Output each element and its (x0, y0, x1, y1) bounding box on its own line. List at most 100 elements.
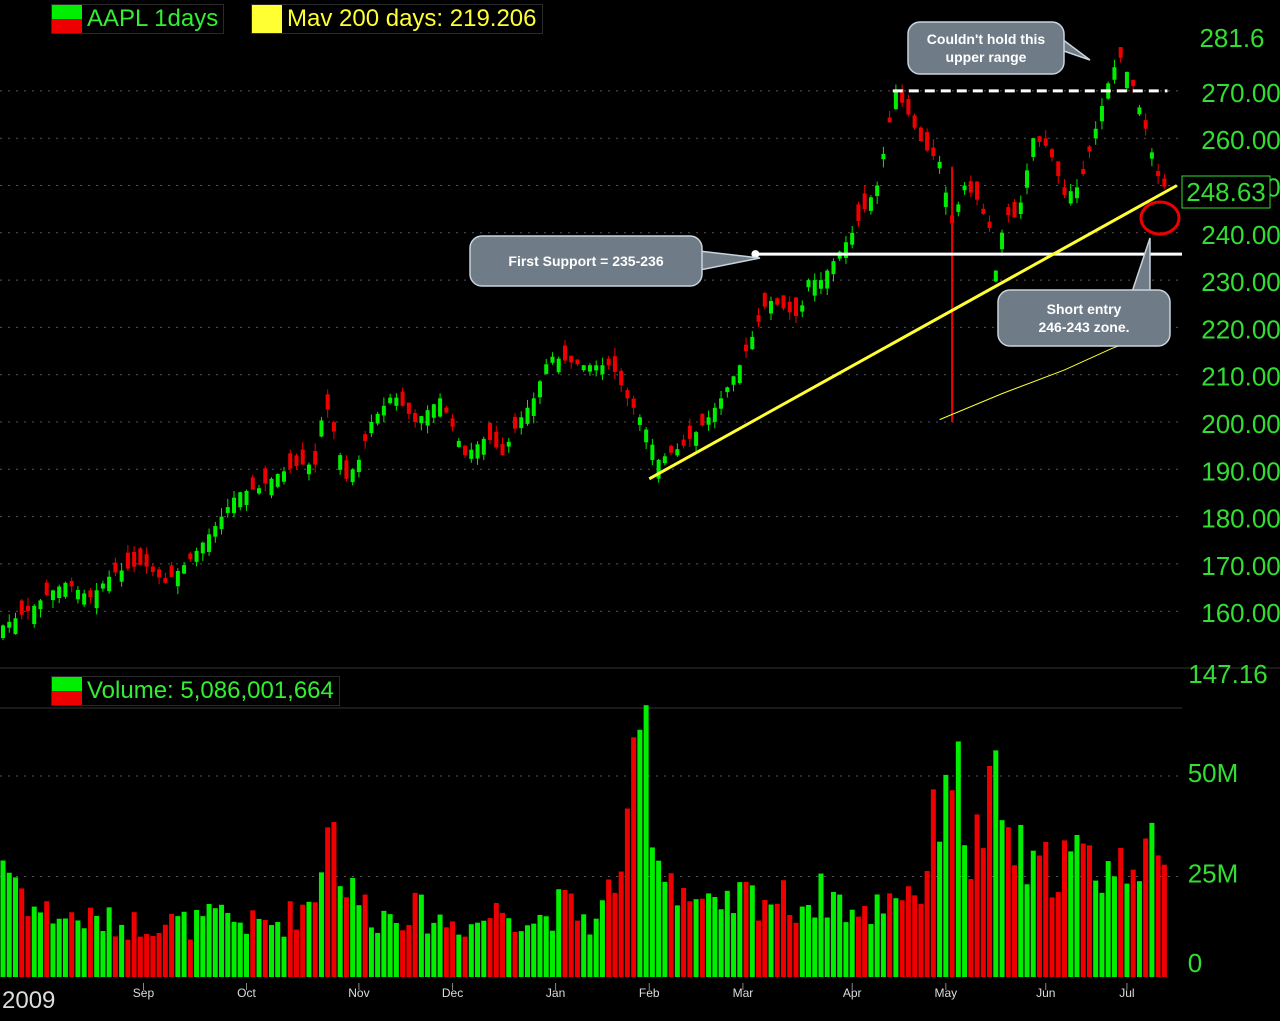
volume-bar (862, 905, 868, 977)
support-line-start-dot (751, 250, 760, 259)
volume-bar (749, 885, 755, 977)
candle-body (987, 221, 992, 229)
volume-bar (1099, 892, 1105, 977)
candle-body (1081, 168, 1086, 175)
candle-body (700, 413, 705, 426)
candle-body (931, 147, 936, 157)
candle-body (182, 565, 187, 574)
volume-bar (524, 925, 530, 977)
volume-bar (581, 914, 587, 977)
candle-body (356, 459, 361, 473)
candle-body (893, 90, 898, 110)
volume-bar (387, 914, 393, 977)
candle-body (1056, 161, 1061, 177)
volume-bar (587, 934, 593, 977)
volume-bar (1055, 892, 1061, 977)
volume-bar (12, 877, 18, 977)
volume-bar (325, 827, 331, 977)
candle-body (1043, 138, 1048, 146)
candle-body (587, 365, 592, 372)
price-axis-max-label: 281.6 (1199, 23, 1264, 53)
candle-body (912, 115, 917, 128)
volume-bar (756, 920, 762, 977)
candle-body (800, 305, 805, 312)
volume-bar (1074, 834, 1080, 977)
candle-body (363, 434, 368, 441)
volume-bar (949, 790, 955, 977)
candle-body (943, 192, 948, 207)
callout-upper-range: Couldn't hold this upper range (907, 21, 1091, 75)
volume-bar (706, 893, 712, 977)
candle-body (1156, 171, 1161, 177)
candle-body (225, 507, 230, 513)
candle-body (706, 417, 711, 425)
candle-body (25, 605, 30, 612)
volume-bar (175, 916, 181, 977)
volume-bar (805, 904, 811, 977)
volume-bar (225, 912, 231, 977)
volume-bar (1093, 880, 1099, 977)
price-tick-label: 160.00 (1201, 598, 1280, 628)
candle-body (550, 356, 555, 363)
candle-body (562, 345, 567, 361)
candle-body (962, 185, 967, 191)
volume-bar (999, 820, 1005, 977)
candle-body (119, 570, 124, 582)
volume-bar (481, 920, 487, 977)
candle-body (275, 474, 280, 487)
candle-body (57, 586, 62, 599)
candle-body (481, 438, 486, 455)
volume-bar (912, 895, 918, 977)
volume-bar (918, 903, 924, 977)
candle-body (1099, 106, 1104, 122)
volume-bar (375, 932, 381, 977)
volume-bar (1130, 869, 1136, 977)
candle-body (319, 420, 324, 437)
candle-body (375, 413, 380, 424)
volume-bar (574, 920, 580, 977)
candle-body (606, 358, 611, 366)
candle-body (1049, 149, 1054, 158)
volume-bar (1005, 827, 1011, 977)
candle-body (575, 359, 580, 365)
volume-bar (400, 930, 406, 977)
volume-bar (506, 918, 512, 977)
candle-body (887, 117, 892, 123)
candle-body (793, 297, 798, 317)
candle-body (925, 132, 930, 151)
candle-body (1143, 120, 1148, 129)
candle-body (1025, 170, 1030, 188)
candle-body (450, 418, 455, 427)
volume-bar (656, 860, 662, 977)
volume-bar (0, 860, 6, 977)
candle-body (13, 618, 18, 635)
candle-body (993, 270, 998, 282)
candle-body (868, 197, 873, 211)
volume-bar (687, 901, 693, 977)
volume-bar (737, 882, 743, 977)
candle-body (975, 181, 980, 200)
volume-bar (743, 882, 749, 977)
volume-bar (724, 890, 730, 977)
candle-body (425, 410, 430, 426)
candle-body (513, 416, 518, 429)
candle-body (1124, 71, 1129, 89)
volume-bar (518, 931, 524, 977)
x-axis-label: Oct (237, 986, 256, 1000)
candle-body (862, 193, 867, 210)
candle-body (7, 621, 12, 628)
candle-body (712, 407, 717, 422)
volume-bar (368, 927, 374, 977)
candle-body (1006, 207, 1011, 216)
candle-body (1093, 128, 1098, 139)
volume-bar (1049, 897, 1055, 977)
candle-body (19, 600, 24, 615)
volume-bar (312, 902, 318, 977)
candle-body (650, 444, 655, 461)
candle-body (856, 204, 861, 221)
volume-bar (681, 888, 687, 977)
volume-bar (693, 899, 699, 977)
candle-body (344, 460, 349, 479)
volume-bar (1118, 848, 1124, 977)
volume-bar (156, 932, 162, 977)
